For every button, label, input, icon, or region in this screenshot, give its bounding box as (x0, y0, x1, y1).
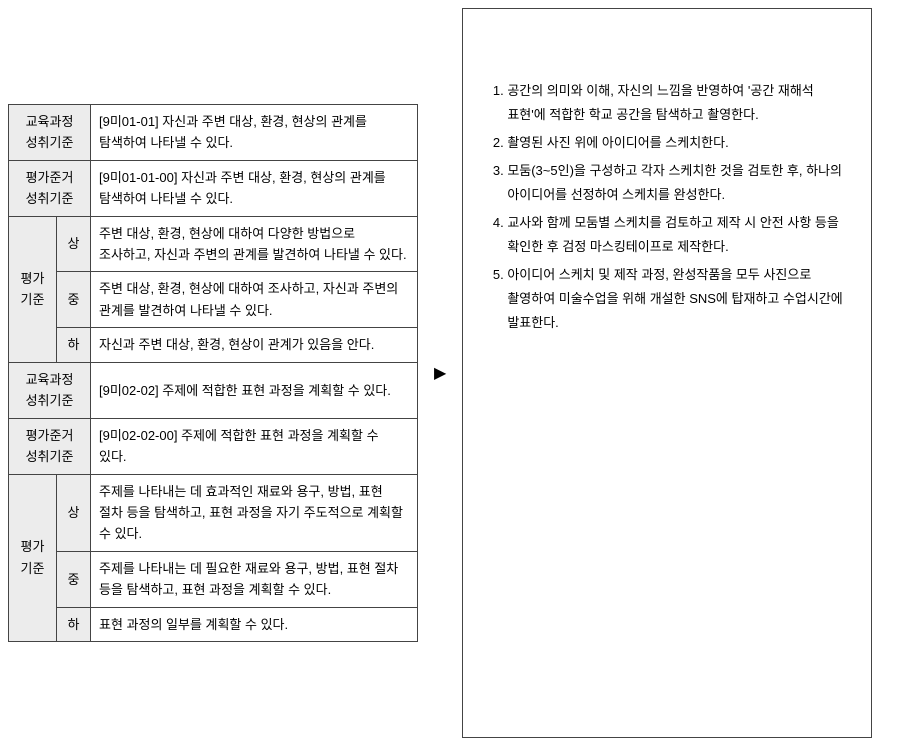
criteria-text: 주변 대상, 환경, 현상에 대하여 다양한 방법으로 조사하고, 자신과 주변… (91, 216, 418, 272)
row-content: [9미01-01] 자신과 주변 대상, 환경, 현상의 관계를 탐색하여 나타… (91, 104, 418, 160)
criteria-text: 주제를 나타내는 데 효과적인 재료와 용구, 방법, 표현 절차 등을 탐색하… (91, 474, 418, 551)
criteria-level: 중 (57, 551, 91, 607)
criteria-text: 표현 과정의 일부를 계획할 수 있다. (91, 607, 418, 641)
arrow-icon: ▶ (430, 363, 450, 383)
table-row: 교육과정성취기준 [9미02-02] 주제에 적합한 표현 과정을 계획할 수 … (9, 362, 418, 418)
row-label: 평가준거성취기준 (9, 160, 91, 216)
criteria-label: 평가기준 (9, 216, 57, 362)
criteria-level: 상 (57, 474, 91, 551)
list-item: 모둠(3~5인)을 구성하고 각자 스케치한 것을 검토한 후, 하나의 아이디… (507, 159, 849, 207)
row-label: 평가준거성취기준 (9, 418, 91, 474)
standards-table: 교육과정성취기준 [9미01-01] 자신과 주변 대상, 환경, 현상의 관계… (8, 104, 418, 642)
left-table-container: 교육과정성취기준 [9미01-01] 자신과 주변 대상, 환경, 현상의 관계… (8, 104, 418, 642)
criteria-level: 하 (57, 607, 91, 641)
table-row: 하 표현 과정의 일부를 계획할 수 있다. (9, 607, 418, 641)
row-content: [9미02-02-00] 주제에 적합한 표현 과정을 계획할 수 있다. (91, 418, 418, 474)
right-panel: 공간의 의미와 이해, 자신의 느낌을 반영하여 '공간 재해석 표현'에 적합… (462, 8, 872, 738)
criteria-text: 주제를 나타내는 데 필요한 재료와 용구, 방법, 표현 절차 등을 탐색하고… (91, 551, 418, 607)
list-item: 교사와 함께 모둠별 스케치를 검토하고 제작 시 안전 사항 등을 확인한 후… (507, 211, 849, 259)
row-content: [9미02-02] 주제에 적합한 표현 과정을 계획할 수 있다. (91, 362, 418, 418)
table-row: 하 자신과 주변 대상, 환경, 현상이 관계가 있음을 안다. (9, 328, 418, 362)
criteria-level: 하 (57, 328, 91, 362)
table-row: 중 주변 대상, 환경, 현상에 대하여 조사하고, 자신과 주변의 관계를 발… (9, 272, 418, 328)
table-row: 평가기준 상 주제를 나타내는 데 효과적인 재료와 용구, 방법, 표현 절차… (9, 474, 418, 551)
list-item: 아이디어 스케치 및 제작 과정, 완성작품을 모두 사진으로 촬영하여 미술수… (507, 263, 849, 335)
criteria-text: 자신과 주변 대상, 환경, 현상이 관계가 있음을 안다. (91, 328, 418, 362)
table-row: 평가기준 상 주변 대상, 환경, 현상에 대하여 다양한 방법으로 조사하고,… (9, 216, 418, 272)
table-row: 평가준거성취기준 [9미02-02-00] 주제에 적합한 표현 과정을 계획할… (9, 418, 418, 474)
row-label: 교육과정성취기준 (9, 362, 91, 418)
criteria-label: 평가기준 (9, 474, 57, 642)
criteria-level: 상 (57, 216, 91, 272)
page-wrap: 교육과정성취기준 [9미01-01] 자신과 주변 대상, 환경, 현상의 관계… (8, 8, 894, 738)
table-row: 중 주제를 나타내는 데 필요한 재료와 용구, 방법, 표현 절차 등을 탐색… (9, 551, 418, 607)
list-item: 공간의 의미와 이해, 자신의 느낌을 반영하여 '공간 재해석 표현'에 적합… (507, 79, 849, 127)
row-content: [9미01-01-00] 자신과 주변 대상, 환경, 현상의 관계를 탐색하여… (91, 160, 418, 216)
steps-list: 공간의 의미와 이해, 자신의 느낌을 반영하여 '공간 재해석 표현'에 적합… (485, 79, 849, 335)
row-label: 교육과정성취기준 (9, 104, 91, 160)
criteria-level: 중 (57, 272, 91, 328)
criteria-text: 주변 대상, 환경, 현상에 대하여 조사하고, 자신과 주변의 관계를 발견하… (91, 272, 418, 328)
table-row: 평가준거성취기준 [9미01-01-00] 자신과 주변 대상, 환경, 현상의… (9, 160, 418, 216)
table-row: 교육과정성취기준 [9미01-01] 자신과 주변 대상, 환경, 현상의 관계… (9, 104, 418, 160)
list-item: 촬영된 사진 위에 아이디어를 스케치한다. (507, 131, 849, 155)
